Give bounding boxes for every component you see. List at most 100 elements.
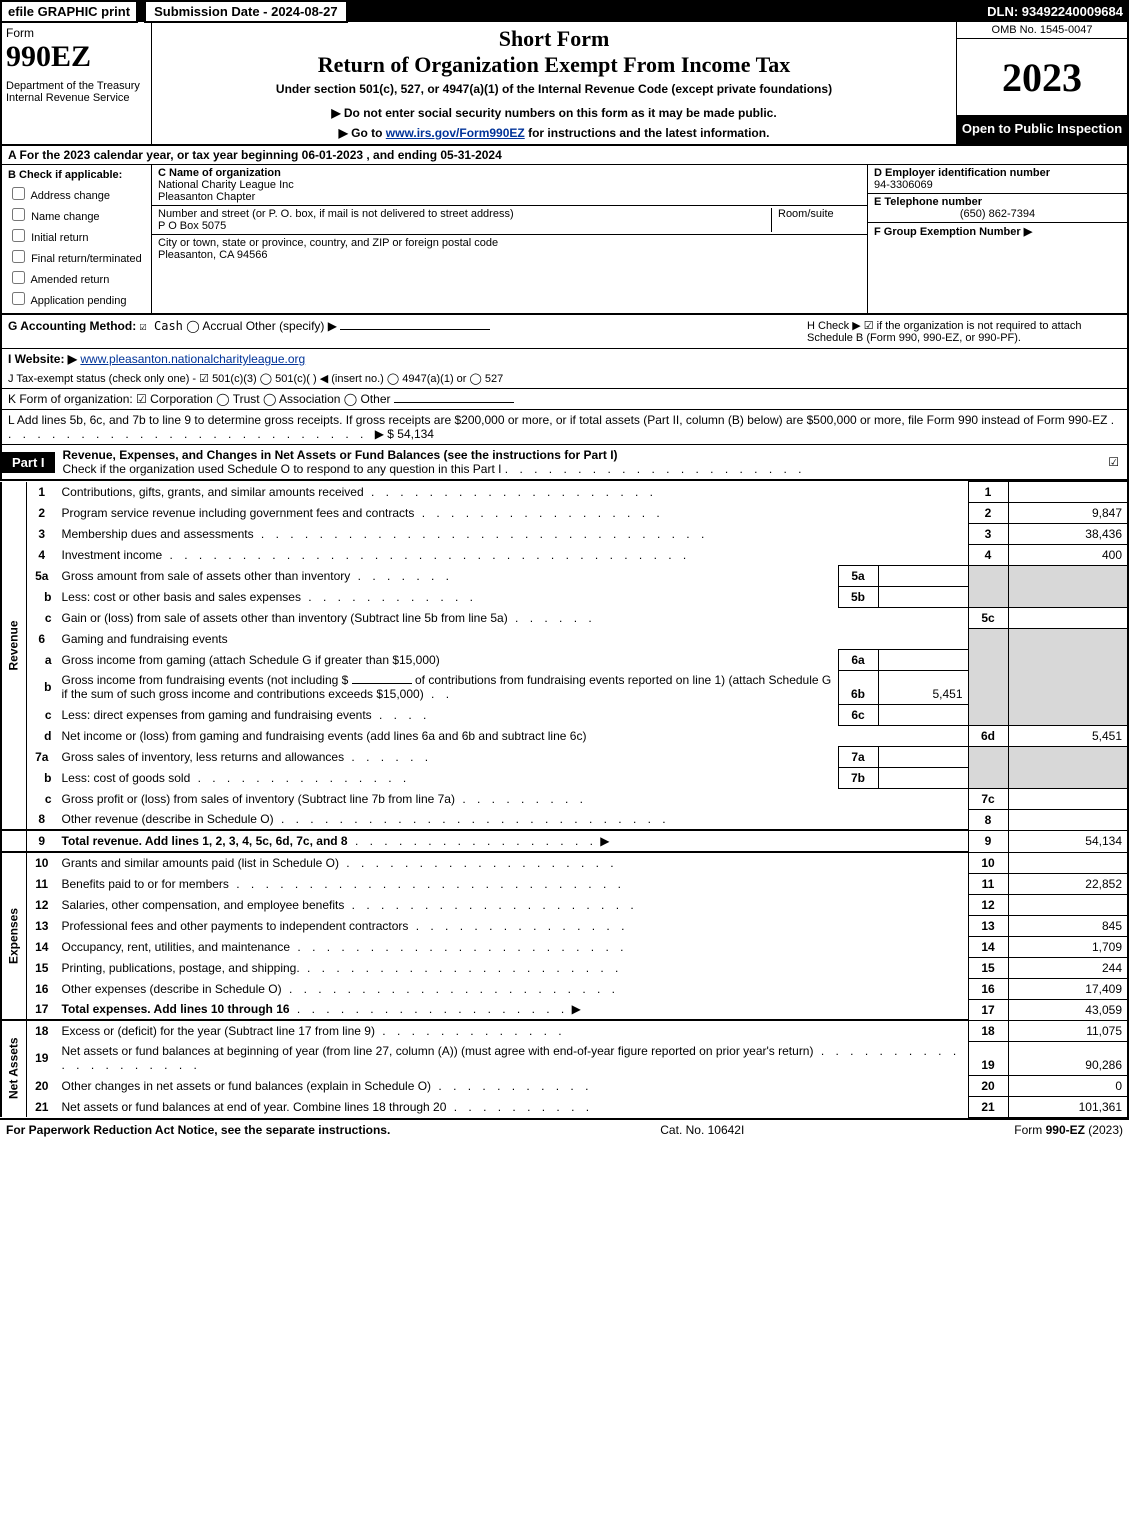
side-netassets: Net Assets bbox=[1, 1020, 27, 1117]
ln-17: 17 bbox=[27, 999, 57, 1020]
side-revenue: Revenue bbox=[1, 482, 27, 810]
note2-pre: ▶ Go to bbox=[339, 126, 386, 140]
mini-5a: 5a bbox=[838, 566, 878, 587]
shade-5a bbox=[968, 566, 1008, 587]
row-17: 17 Total expenses. Add lines 10 through … bbox=[1, 999, 1128, 1020]
shadeval-6 bbox=[1008, 629, 1128, 650]
desc-8: Other revenue (describe in Schedule O) bbox=[62, 812, 274, 826]
row-1: Revenue 1 Contributions, gifts, grants, … bbox=[1, 482, 1128, 503]
row-6a: a Gross income from gaming (attach Sched… bbox=[1, 649, 1128, 670]
line-a: A For the 2023 calendar year, or tax yea… bbox=[0, 146, 1129, 165]
form-subtitle: Under section 501(c), 527, or 4947(a)(1)… bbox=[160, 82, 948, 96]
chk-address-change[interactable]: Address change bbox=[8, 183, 145, 202]
row-10: Expenses 10 Grants and similar amounts p… bbox=[1, 852, 1128, 873]
shade-6a bbox=[968, 649, 1008, 670]
g-cash[interactable]: ☑ Cash bbox=[140, 319, 183, 333]
section-def: D Employer identification number 94-3306… bbox=[867, 165, 1127, 313]
desc-6a: Gross income from gaming (attach Schedul… bbox=[62, 653, 440, 667]
chk-initial-return[interactable]: Initial return bbox=[8, 225, 145, 244]
g-other[interactable]: Other (specify) ▶ bbox=[246, 319, 491, 333]
g-accrual[interactable]: ◯ Accrual bbox=[186, 319, 242, 333]
g-label: G Accounting Method: bbox=[8, 319, 136, 333]
desc-20: Other changes in net assets or fund bala… bbox=[62, 1079, 432, 1093]
d-label: D Employer identification number bbox=[874, 167, 1121, 179]
efile-label[interactable]: efile GRAPHIC print bbox=[0, 0, 138, 23]
ln-4: 4 bbox=[27, 545, 57, 566]
shadeval-7b bbox=[1008, 767, 1128, 788]
ln-6a: a bbox=[27, 649, 57, 670]
desc-3: Membership dues and assessments bbox=[62, 527, 254, 541]
num-2: 2 bbox=[968, 503, 1008, 524]
row-5c: c Gain or (loss) from sale of assets oth… bbox=[1, 608, 1128, 629]
website-link[interactable]: www.pleasanton.nationalcharityleague.org bbox=[80, 352, 305, 366]
part1-subtitle: Check if the organization used Schedule … bbox=[63, 462, 502, 476]
desc-7a: Gross sales of inventory, less returns a… bbox=[62, 750, 345, 764]
chk-amended-return[interactable]: Amended return bbox=[8, 267, 145, 286]
minival-5a bbox=[878, 566, 968, 587]
part1-checkbox[interactable]: ☑ bbox=[1100, 452, 1127, 472]
row-12: 12 Salaries, other compensation, and emp… bbox=[1, 894, 1128, 915]
ln-12: 12 bbox=[27, 894, 57, 915]
row-21: 21 Net assets or fund balances at end of… bbox=[1, 1096, 1128, 1117]
desc-10: Grants and similar amounts paid (list in… bbox=[62, 856, 339, 870]
val-5c bbox=[1008, 608, 1128, 629]
num-11: 11 bbox=[968, 873, 1008, 894]
desc-1: Contributions, gifts, grants, and simila… bbox=[62, 485, 364, 499]
val-16: 17,409 bbox=[1008, 978, 1128, 999]
desc-14: Occupancy, rent, utilities, and maintena… bbox=[62, 940, 291, 954]
desc-11: Benefits paid to or for members bbox=[62, 877, 229, 891]
row-7b: b Less: cost of goods sold . . . . . . .… bbox=[1, 767, 1128, 788]
footer-mid: Cat. No. 10642I bbox=[390, 1123, 1014, 1137]
num-20: 20 bbox=[968, 1075, 1008, 1096]
desc-16: Other expenses (describe in Schedule O) bbox=[62, 982, 282, 996]
desc-21: Net assets or fund balances at end of ye… bbox=[62, 1100, 447, 1114]
part1-title: Revenue, Expenses, and Changes in Net As… bbox=[55, 445, 1101, 479]
num-4: 4 bbox=[968, 545, 1008, 566]
num-14: 14 bbox=[968, 936, 1008, 957]
chk-application-pending[interactable]: Application pending bbox=[8, 288, 145, 307]
line-j: J Tax-exempt status (check only one) - ☑… bbox=[0, 369, 1129, 389]
ln-6b: b bbox=[27, 670, 57, 704]
shade-7b bbox=[968, 767, 1008, 788]
line-l-text: L Add lines 5b, 6c, and 7b to line 9 to … bbox=[8, 413, 1107, 427]
ln-7c: c bbox=[27, 788, 57, 809]
ln-5b: b bbox=[27, 587, 57, 608]
line-l: L Add lines 5b, 6c, and 7b to line 9 to … bbox=[0, 410, 1129, 444]
c-city-label: City or town, state or province, country… bbox=[158, 237, 861, 249]
shadeval-5a bbox=[1008, 566, 1128, 587]
e-label: E Telephone number bbox=[874, 196, 1121, 208]
shade-6b bbox=[968, 670, 1008, 704]
line-a-text: A For the 2023 calendar year, or tax yea… bbox=[8, 148, 502, 162]
desc-5b: Less: cost or other basis and sales expe… bbox=[62, 590, 301, 604]
num-1: 1 bbox=[968, 482, 1008, 503]
chk-final-return[interactable]: Final return/terminated bbox=[8, 246, 145, 265]
row-14: 14 Occupancy, rent, utilities, and maint… bbox=[1, 936, 1128, 957]
mini-7b: 7b bbox=[838, 767, 878, 788]
ln-19: 19 bbox=[27, 1041, 57, 1075]
desc-6d: Net income or (loss) from gaming and fun… bbox=[62, 729, 587, 743]
row-9: 9 Total revenue. Add lines 1, 2, 3, 4, 5… bbox=[1, 830, 1128, 852]
val-2: 9,847 bbox=[1008, 503, 1128, 524]
ln-5a: 5a bbox=[27, 566, 57, 587]
val-14: 1,709 bbox=[1008, 936, 1128, 957]
num-5c: 5c bbox=[968, 608, 1008, 629]
irs-link[interactable]: www.irs.gov/Form990EZ bbox=[386, 126, 525, 140]
desc-5a: Gross amount from sale of assets other t… bbox=[62, 569, 351, 583]
section-b-heading: B Check if applicable: bbox=[8, 169, 145, 181]
val-4: 400 bbox=[1008, 545, 1128, 566]
mini-6a: 6a bbox=[838, 649, 878, 670]
desc-12: Salaries, other compensation, and employ… bbox=[62, 898, 345, 912]
footer-left: For Paperwork Reduction Act Notice, see … bbox=[6, 1123, 390, 1137]
shade-6 bbox=[968, 629, 1008, 650]
ln-6: 6 bbox=[27, 629, 57, 650]
row-11: 11 Benefits paid to or for members . . .… bbox=[1, 873, 1128, 894]
chk-name-change[interactable]: Name change bbox=[8, 204, 145, 223]
top-bar: efile GRAPHIC print Submission Date - 20… bbox=[0, 0, 1129, 22]
row-5a: 5a Gross amount from sale of assets othe… bbox=[1, 566, 1128, 587]
desc-6c: Less: direct expenses from gaming and fu… bbox=[62, 708, 372, 722]
short-form-label: Short Form bbox=[160, 26, 948, 52]
mini-6b: 6b bbox=[838, 670, 878, 704]
shadeval-6b bbox=[1008, 670, 1128, 704]
part1-table: Revenue 1 Contributions, gifts, grants, … bbox=[0, 481, 1129, 1118]
shadeval-6c bbox=[1008, 704, 1128, 725]
